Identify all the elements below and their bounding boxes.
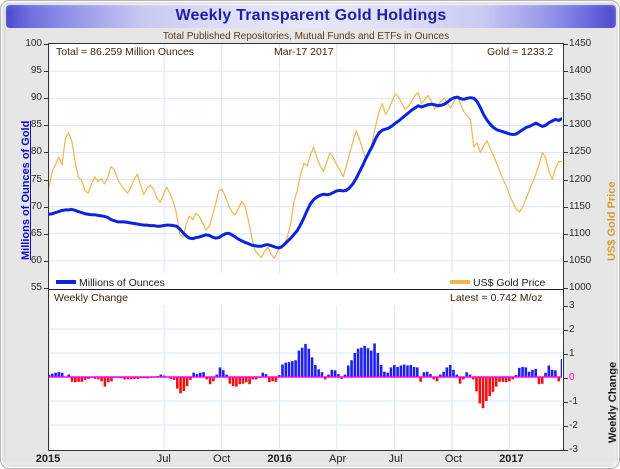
y-tick-mark-right (564, 125, 568, 126)
y-tick-mark-left (44, 152, 48, 153)
x-tick-label: 2016 (267, 453, 291, 465)
chart-window: Weekly Transparent Gold Holdings Total P… (0, 0, 620, 469)
x-tick-label: Jul (157, 453, 171, 465)
y-tick-right: 1200 (569, 174, 603, 185)
annotation-gold-price: Gold = 1233.2 (487, 46, 553, 58)
panel-divider (48, 289, 564, 290)
y-tick-right: 1300 (569, 119, 603, 130)
x-axis-ticks: 2015 Jul Oct 2016 Apr Jul Oct 2017 (6, 453, 616, 469)
y-tick-left: 90 (16, 92, 42, 103)
y-tick-mark-change (564, 354, 568, 355)
x-tick-label: Apr (329, 453, 346, 465)
annotation-weekly-change: Weekly Change (54, 292, 128, 304)
y-tick-change: 1 (569, 348, 603, 359)
legend-holdings: Millions of Ounces (56, 277, 165, 289)
y-tick-mark-change (564, 306, 568, 307)
y-tick-mark-left (44, 261, 48, 262)
y-tick-change: -1 (569, 396, 603, 407)
y-tick-mark-change (564, 402, 568, 403)
window-titlebar: Weekly Transparent Gold Holdings (6, 4, 616, 28)
annotation-latest: Latest = 0.742 M/oz (450, 292, 543, 304)
y-tick-mark-right (564, 261, 568, 262)
y-tick-mark-right (564, 180, 568, 181)
weekly-change-panel (48, 305, 564, 451)
legend-swatch-gold-price (450, 280, 470, 284)
legend-label-gold-price: US$ Gold Price (473, 277, 545, 289)
weekly-change-svg (49, 305, 562, 449)
y-tick-mark-right (564, 44, 568, 45)
y-tick-right: 1100 (569, 228, 603, 239)
y-tick-right: 1250 (569, 146, 603, 157)
y-tick-mark-right (564, 98, 568, 99)
y-tick-mark-change (564, 378, 568, 379)
y-axis-title-change: Weekly Change (607, 362, 619, 443)
holdings-plot-svg (49, 44, 562, 288)
legend-label-holdings: Millions of Ounces (79, 277, 165, 289)
y-tick-mark-left (44, 207, 48, 208)
y-axis-title-right: US$ Gold Price (606, 182, 618, 261)
y-tick-right: 1150 (569, 201, 603, 212)
x-tick-label: Oct (213, 453, 230, 465)
y-tick-mark-left (44, 288, 48, 289)
y-tick-mark-left (44, 71, 48, 72)
y-tick-mark-change (564, 426, 568, 427)
y-tick-left: 95 (16, 65, 42, 76)
y-tick-left: 65 (16, 228, 42, 239)
y-tick-change: -2 (569, 420, 603, 431)
y-tick-left: 80 (16, 146, 42, 157)
chart-subtitle: Total Published Repositories, Mutual Fun… (48, 31, 564, 43)
y-tick-mark-right (564, 234, 568, 235)
legend-swatch-holdings (56, 280, 76, 284)
y-tick-mark-change (564, 450, 568, 451)
y-tick-left: 75 (16, 174, 42, 185)
y-tick-mark-right (564, 71, 568, 72)
y-tick-left: 85 (16, 119, 42, 130)
y-tick-right: 1450 (569, 38, 603, 49)
y-tick-change: 0 (569, 372, 603, 383)
y-tick-mark-left (44, 125, 48, 126)
annotation-date: Mar-17 2017 (274, 46, 334, 58)
x-tick-label: 2017 (499, 453, 523, 465)
x-tick-label: Oct (445, 453, 462, 465)
y-tick-change: 3 (569, 300, 603, 311)
y-tick-mark-right (564, 288, 568, 289)
y-axis-title-left: Millions of Ounces of Gold (20, 121, 32, 260)
chart-canvas: Total Published Repositories, Mutual Fun… (6, 28, 616, 465)
window-title: Weekly Transparent Gold Holdings (6, 4, 616, 28)
x-tick-label: 2015 (36, 453, 60, 465)
y-tick-left: 100 (16, 38, 42, 49)
y-tick-right: 1400 (569, 65, 603, 76)
y-tick-mark-change (564, 330, 568, 331)
y-tick-left: 60 (16, 255, 42, 266)
y-tick-right: 1350 (569, 92, 603, 103)
y-tick-mark-left (44, 44, 48, 45)
y-tick-change: 2 (569, 324, 603, 335)
annotation-total: Total = 86.259 Million Ounces (56, 46, 194, 58)
y-tick-left: 70 (16, 201, 42, 212)
y-tick-right: 1000 (569, 282, 603, 293)
legend-gold-price: US$ Gold Price (450, 277, 545, 289)
y-tick-mark-right (564, 207, 568, 208)
y-tick-mark-left (44, 234, 48, 235)
y-tick-left: 55 (16, 282, 42, 293)
holdings-plot-panel (48, 43, 564, 289)
y-tick-mark-left (44, 180, 48, 181)
y-tick-right: 1050 (569, 255, 603, 266)
y-tick-mark-left (44, 98, 48, 99)
y-tick-mark-right (564, 152, 568, 153)
x-tick-label: Jul (388, 453, 402, 465)
